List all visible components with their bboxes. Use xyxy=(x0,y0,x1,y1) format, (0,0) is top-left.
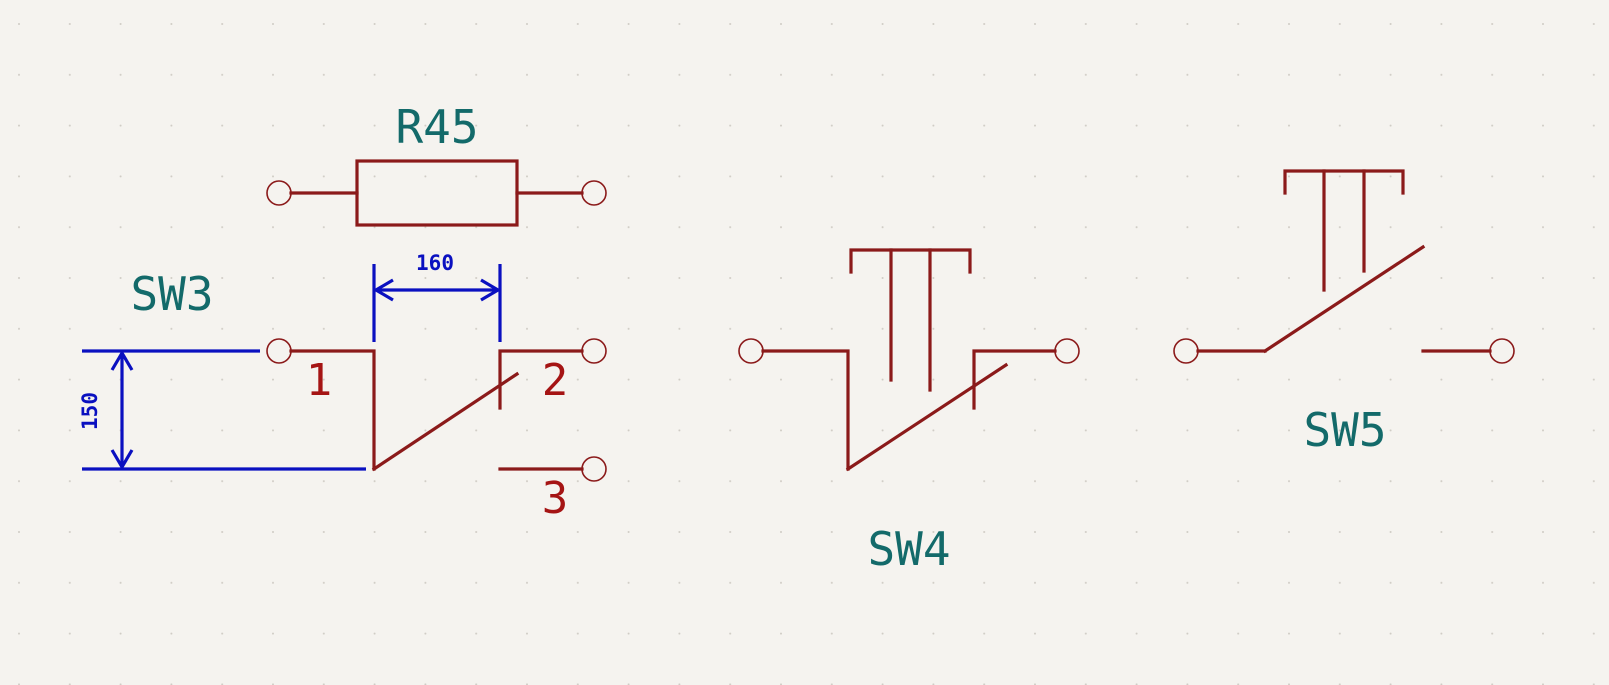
sw3-lever xyxy=(371,371,520,472)
sw4-reference: SW4 xyxy=(867,522,950,576)
sw3-pin-3[interactable] xyxy=(581,456,607,482)
dimension-vertical-label: 150 xyxy=(78,392,102,430)
sw3-common-contact xyxy=(289,349,376,471)
resistor-r45[interactable]: R45 xyxy=(266,100,607,227)
sw5-pin-right[interactable] xyxy=(1489,338,1515,364)
sw4-contact-right xyxy=(972,349,1057,410)
dimension-arrow-down xyxy=(110,449,134,471)
r45-pin-right[interactable] xyxy=(581,180,607,206)
sw5-lever xyxy=(1262,244,1426,354)
sw4-lever xyxy=(845,362,1009,472)
dimension-horizontal-label: 160 xyxy=(416,251,454,275)
sw4-pin-right[interactable] xyxy=(1054,338,1080,364)
switch-sw4[interactable]: SW4 xyxy=(738,248,1080,576)
sw5-actuator-cap xyxy=(1283,169,1405,195)
switch-sw5[interactable]: SW5 xyxy=(1173,169,1515,457)
dimension-arrow-up xyxy=(110,349,134,371)
dimension-arrow-left xyxy=(372,278,394,302)
sw4-contact-left xyxy=(761,349,850,471)
sw5-reference: SW5 xyxy=(1303,403,1386,457)
sw3-pin-2[interactable] xyxy=(581,338,607,364)
dimension-arrow-right xyxy=(480,278,502,302)
sw4-actuator-cap xyxy=(849,248,972,274)
sw3-contact-2 xyxy=(498,349,584,410)
sw3-pin-number-2: 2 xyxy=(542,355,569,406)
switch-sw3[interactable]: 1 2 3 SW3 xyxy=(130,267,607,524)
dimension-vertical[interactable]: 150 xyxy=(78,349,366,471)
dimension-horizontal[interactable]: 160 xyxy=(372,251,502,342)
sw3-pin-number-1: 1 xyxy=(306,355,333,406)
sw3-pin-number-3: 3 xyxy=(542,473,569,524)
sw3-reference: SW3 xyxy=(130,267,213,321)
r45-reference: R45 xyxy=(395,100,478,154)
